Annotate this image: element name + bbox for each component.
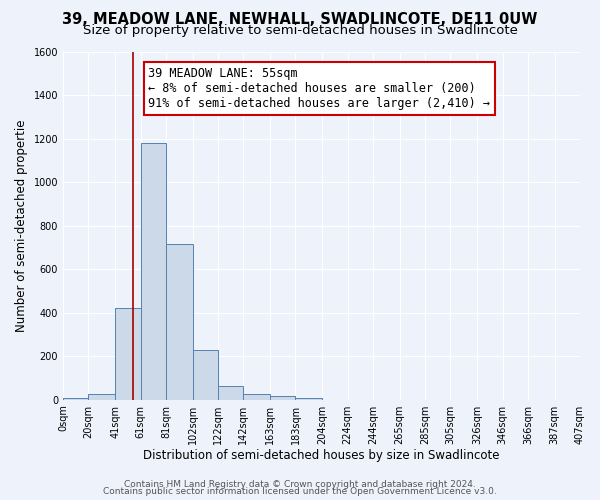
Text: 39 MEADOW LANE: 55sqm
← 8% of semi-detached houses are smaller (200)
91% of semi: 39 MEADOW LANE: 55sqm ← 8% of semi-detac… (148, 67, 490, 110)
X-axis label: Distribution of semi-detached houses by size in Swadlincote: Distribution of semi-detached houses by … (143, 450, 500, 462)
Bar (295, 398, 322, 400)
Text: Size of property relative to semi-detached houses in Swadlincote: Size of property relative to semi-detach… (83, 24, 517, 37)
Bar (193, 350, 218, 400)
Text: 39, MEADOW LANE, NEWHALL, SWADLINCOTE, DE11 0UW: 39, MEADOW LANE, NEWHALL, SWADLINCOTE, D… (62, 12, 538, 28)
Y-axis label: Number of semi-detached propertie: Number of semi-detached propertie (15, 120, 28, 332)
Bar (115, 308, 140, 400)
Bar (63, 398, 88, 400)
Bar (218, 386, 244, 400)
Bar (244, 394, 270, 400)
Bar (140, 143, 166, 400)
Text: Contains public sector information licensed under the Open Government Licence v3: Contains public sector information licen… (103, 487, 497, 496)
Text: Contains HM Land Registry data © Crown copyright and database right 2024.: Contains HM Land Registry data © Crown c… (124, 480, 476, 489)
Bar (88, 394, 115, 400)
Bar (270, 396, 295, 400)
Bar (166, 244, 193, 400)
